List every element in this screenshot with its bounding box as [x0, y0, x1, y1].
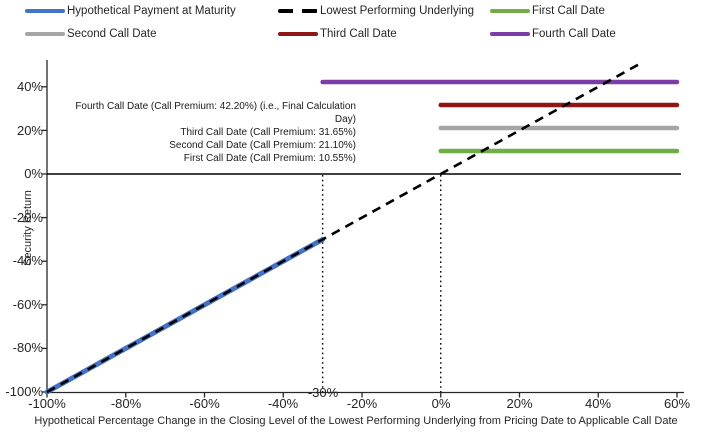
- legend-item-first-call: First Call Date: [490, 4, 605, 18]
- y-tick-label: -100%: [5, 384, 43, 399]
- x-tick-label: -60%: [189, 396, 220, 411]
- x-tick-label: -20%: [346, 396, 378, 411]
- annotation-fourth-call: Fourth Call Date (Call Premium: 42.20%) …: [75, 101, 356, 125]
- x-tick-label: 60%: [663, 396, 691, 411]
- legend-label: Lowest Performing Underlying: [320, 5, 475, 17]
- x-tick-label: 20%: [506, 396, 533, 411]
- legend-label: Third Call Date: [320, 28, 397, 40]
- second-call-swatch: [25, 32, 65, 36]
- legend-label: Fourth Call Date: [532, 28, 616, 40]
- y-tick-label: 20%: [16, 122, 43, 138]
- lowest-performing-underlying-line: [46, 61, 643, 394]
- x-tick-label: -80%: [110, 396, 142, 411]
- y-tick-label: -20%: [12, 209, 43, 225]
- y-tick-label: -60%: [12, 296, 43, 312]
- legend-label: Second Call Date: [67, 28, 157, 40]
- legend-item-third-call: Third Call Date: [278, 27, 397, 41]
- annotation-first-call: First Call Date (Call Premium: 10.55%): [183, 153, 356, 164]
- data-series: [44, 61, 680, 395]
- y-tick-label: 0%: [24, 166, 43, 181]
- third-call-swatch: [278, 32, 318, 36]
- y-tick-label: -40%: [12, 253, 43, 268]
- x-tick-label: -100%: [28, 396, 66, 411]
- y-axis-title: Security Return: [22, 190, 34, 266]
- x-axis-title: Hypothetical Percentage Change in the Cl…: [34, 415, 678, 427]
- annotation-second-call: Second Call Date (Call Premium: 21.10%): [169, 140, 356, 151]
- axis-ticks: [41, 86, 678, 398]
- legend-item-lowest-performing: Lowest Performing Underlying: [278, 4, 474, 18]
- y-tick-label: -80%: [12, 340, 43, 355]
- y-tick-label: 40%: [16, 79, 43, 94]
- legend-label: First Call Date: [532, 5, 605, 17]
- axes: [46, 60, 684, 394]
- legend-item-second-call: Second Call Date: [25, 27, 157, 41]
- annotation-third-call: Third Call Date (Call Premium: 31.65%): [180, 127, 356, 138]
- legend-label: Hypothetical Payment at Maturity: [67, 5, 236, 17]
- reference-lines: [47, 173, 681, 392]
- threshold-label: -30%: [307, 385, 339, 400]
- first-call-swatch: [490, 9, 530, 13]
- payment-line-swatch: [25, 9, 65, 13]
- dashed-line-swatch: [278, 9, 318, 13]
- x-tick-label: 0%: [431, 396, 451, 411]
- fourth-call-swatch: [490, 32, 530, 36]
- call-premium-annotations: Fourth Call Date (Call Premium: 42.20%) …: [56, 100, 356, 165]
- legend-item-fourth-call: Fourth Call Date: [490, 27, 616, 41]
- legend-item-payment: Hypothetical Payment at Maturity: [25, 4, 236, 18]
- x-tick-label: 40%: [584, 396, 612, 411]
- x-tick-label: -40%: [267, 396, 299, 411]
